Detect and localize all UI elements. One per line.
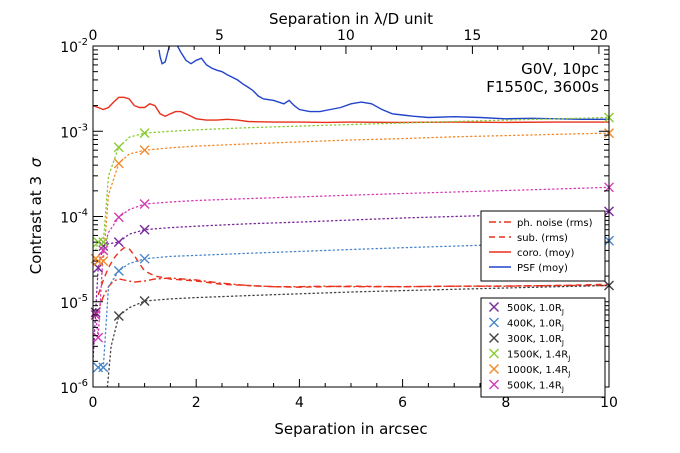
series-line-4 [94, 132, 609, 262]
y-tick-label-exp: -4 [78, 208, 88, 219]
y-tick-label-base: 10 [60, 296, 78, 312]
legend-series-label-main: 500K, 1.0R [507, 303, 562, 314]
annotation-line-2: F1550C, 3600s [486, 78, 599, 96]
y-tick-label-exp: -6 [78, 378, 88, 389]
y-tick-label-base: 10 [60, 211, 78, 227]
series-marker-1-1 [98, 362, 109, 373]
legend-series-label-sub: J [567, 355, 570, 363]
series-marker-0-4 [139, 224, 150, 235]
series-marker-5-4 [139, 199, 150, 210]
y-tick-label-exp: -2 [78, 37, 88, 48]
legend-curve-label-0: ph. noise (rms) [517, 218, 593, 229]
y-tick-label-base: 10 [60, 381, 78, 397]
curve-sub-rms- [97, 246, 609, 296]
legend-series-label-0: 500K, 1.0RJ [507, 303, 564, 316]
x-tick-label-1: 2 [192, 395, 201, 411]
legend-curve-label-1: sub. (rms) [517, 233, 568, 244]
series-marker-1-3 [139, 253, 150, 264]
x-tick-label-3: 6 [398, 395, 407, 411]
legend-curve-label-3: PSF (moy) [517, 263, 568, 274]
legend-series-marker-0 [489, 302, 499, 312]
series-marker-3-1 [98, 237, 109, 248]
x-tick-label-4: 8 [501, 395, 510, 411]
series-marker-2-1 [139, 296, 150, 307]
series-marker-5-2 [98, 245, 109, 256]
series-marker-2-0 [113, 311, 124, 322]
x-top-tick-label-0: 0 [89, 28, 98, 44]
legend-series-label-main: 500K, 1.4R [507, 381, 562, 392]
curve-ph-noise-rms- [94, 277, 609, 316]
annotation-line-1: G0V, 10pc [521, 60, 599, 78]
legend-series-label-1: 400K, 1.0RJ [507, 319, 564, 332]
y-tick-label-exp: -3 [78, 122, 88, 133]
series-marker-5-3 [113, 212, 124, 223]
y-tick-label-base: 10 [60, 125, 78, 141]
legend-curve-label-2: coro. (moy) [517, 248, 574, 259]
curve-coro-moy- [93, 96, 609, 124]
legend-series-box [480, 297, 606, 398]
legend-series-marker-3 [489, 348, 499, 359]
legend-series-marker-1 [489, 317, 499, 328]
legend-series-marker-2 [489, 333, 499, 343]
series-marker-4-3 [113, 158, 124, 169]
y-tick-label-0: 10-6 [60, 378, 88, 397]
y-tick-label-exp: -5 [78, 293, 88, 304]
y-tick-label-3: 10-3 [60, 122, 88, 141]
legend-series-label-5: 500K, 1.4RJ [507, 381, 564, 394]
series-marker-0-2 [98, 241, 109, 252]
x-tick-label-2: 4 [295, 395, 304, 411]
legend-series-label-sub: J [561, 386, 564, 394]
legend-series-label-main: 400K, 1.0R [507, 319, 562, 330]
legend-series-label-main: 1000K, 1.4R [507, 365, 568, 376]
curve-psf-moy- [158, 46, 609, 120]
legend-series-label-4: 1000K, 1.4RJ [507, 365, 570, 378]
legend-series-label-main: 1500K, 1.4R [507, 350, 568, 361]
y-tick-label-4: 10-2 [60, 37, 88, 56]
y-tick-label-2: 10-4 [60, 208, 88, 227]
x-top-tick-label-3: 15 [463, 28, 481, 44]
legend-series-label-sub: J [561, 339, 564, 347]
legend-curves-box [480, 210, 606, 282]
x-top-tick-label-2: 10 [337, 28, 355, 44]
series-marker-1-2 [113, 265, 124, 276]
series-marker-3-2 [113, 142, 124, 153]
legend-series-label-3: 1500K, 1.4RJ [507, 350, 570, 363]
x-tick-label-0: 0 [89, 395, 98, 411]
y-axis-label-prefix: Contrast at 3 [27, 176, 45, 274]
x-axis-label: Separation in arcsec [274, 420, 427, 438]
legend-series-label-main: 300K, 1.0R [507, 334, 562, 345]
series-marker-3-3 [139, 128, 150, 139]
legend-curves: ph. noise (rms) sub. (rms) coro. (moy) PSF … [480, 210, 606, 282]
legend-series-marker-5 [489, 379, 499, 390]
x-top-tick-label-4: 20 [590, 28, 608, 44]
series-marker-4-4 [139, 145, 150, 156]
legend-series-marker-4 [489, 364, 499, 374]
series-marker-0-3 [113, 237, 124, 248]
series-marker-4-2 [98, 256, 109, 267]
series-marker-1-0 [93, 362, 104, 373]
legend-series-label-sub: J [561, 324, 564, 332]
series-line-5 [94, 186, 609, 338]
legend-series-label-sub: J [561, 308, 564, 316]
x-top-tick-label-1: 5 [215, 28, 224, 44]
y-tick-label-1: 10-5 [60, 293, 88, 312]
y-tick-label-base: 10 [60, 40, 78, 56]
legend-series-label-2: 300K, 1.0RJ [507, 334, 564, 347]
series-marker-5-1 [93, 332, 104, 343]
series-line-1 [97, 240, 609, 369]
x-tick-label-5: 10 [600, 395, 618, 411]
curve-layer [93, 46, 609, 316]
y-axis-label: Contrast at 3 σ [27, 157, 45, 274]
x-axis-top-label: Separation in λ/D unit [269, 10, 433, 28]
marker-layer [90, 112, 614, 373]
legend-series-label-sub: J [567, 370, 570, 378]
y-axis-label-sigma: σ [27, 157, 45, 167]
series-line-3 [94, 116, 609, 252]
